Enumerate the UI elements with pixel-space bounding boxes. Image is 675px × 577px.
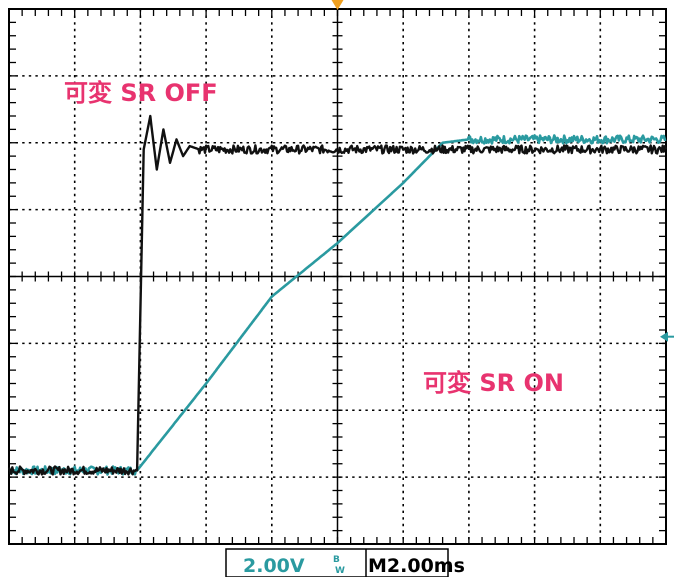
trace-sr-on [8, 134, 667, 476]
trigger-position-marker [331, 0, 344, 10]
channel-level-marker [660, 331, 668, 342]
scope-readout: 2.00V B W M2.00ms [225, 548, 465, 577]
graticule [8, 0, 674, 545]
bandwidth-limit-mark-bottom: W [335, 566, 345, 576]
volts-per-div: 2.00V [243, 555, 305, 577]
bandwidth-limit-mark-top: B [333, 555, 340, 565]
trace-sr-off [7, 114, 668, 476]
label-sr-on: 可変 SR ON [423, 369, 564, 397]
readout-frame [225, 548, 449, 577]
traces [7, 114, 668, 476]
time-per-div: M2.00ms [368, 555, 465, 577]
label-sr-off: 可変 SR OFF [64, 79, 218, 107]
